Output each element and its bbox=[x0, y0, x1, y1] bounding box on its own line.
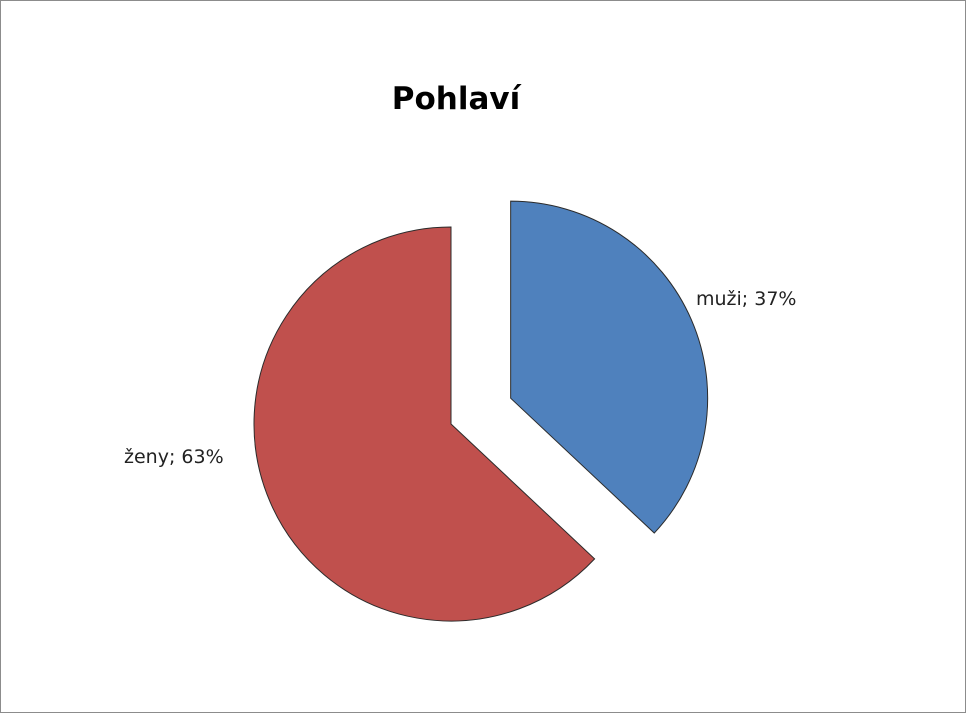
slice-label-ženy: ženy; 63% bbox=[124, 446, 224, 468]
pie-slice-ženy bbox=[253, 226, 596, 622]
slice-label-muži: muži; 37% bbox=[696, 288, 796, 310]
pie-slice-muži bbox=[510, 200, 709, 534]
chart-title: Pohlaví bbox=[391, 81, 521, 117]
